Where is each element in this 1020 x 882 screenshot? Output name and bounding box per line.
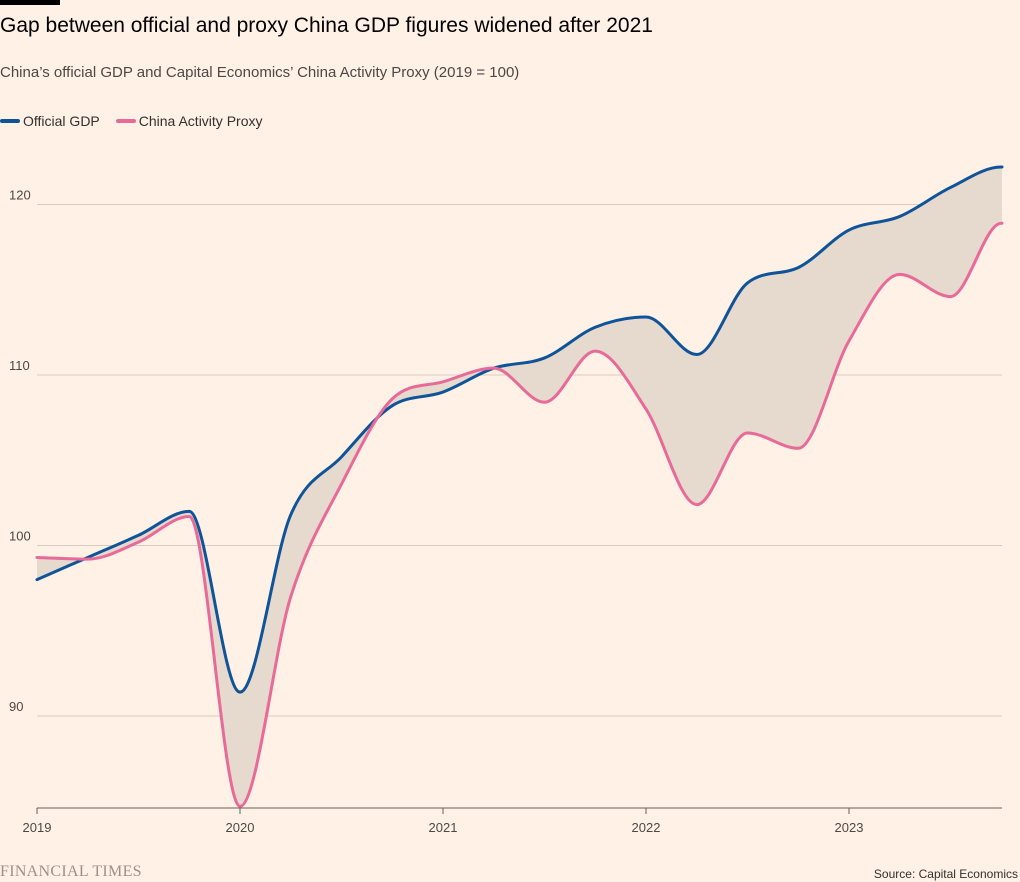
- data-point-china-activity-proxy-0: [36, 556, 39, 559]
- x-tick-label-2022: 2022: [632, 820, 661, 835]
- data-point-official-gdp-14: [746, 281, 749, 284]
- gap-area-layer: [37, 166, 1002, 807]
- data-point-china-activity-proxy-14: [746, 431, 749, 434]
- data-point-official-gdp-5: [289, 513, 292, 516]
- series-lines: [35, 165, 1004, 808]
- data-point-official-gdp-2: [137, 534, 140, 537]
- data-point-official-gdp-8: [442, 391, 445, 394]
- data-point-official-gdp-12: [645, 316, 648, 319]
- gap-area: [37, 166, 1002, 807]
- legend-label-china-activity-proxy: China Activity Proxy: [138, 113, 263, 129]
- data-point-official-gdp-20: [1001, 165, 1004, 168]
- data-point-china-activity-proxy-9: [492, 367, 495, 370]
- y-tick-label-120: 120: [9, 188, 31, 203]
- x-tick-label-2023: 2023: [835, 820, 864, 835]
- data-point-china-activity-proxy-7: [391, 397, 394, 400]
- data-point-official-gdp-18: [949, 186, 952, 189]
- data-point-official-gdp-17: [898, 215, 901, 218]
- legend-swatch-official-gdp: [0, 119, 20, 123]
- data-point-china-activity-proxy-17: [898, 273, 901, 276]
- data-point-china-activity-proxy-18: [949, 295, 952, 298]
- series-line-official-gdp: [35, 165, 1004, 694]
- y-axis-labels: 90 100 110 120: [9, 188, 31, 715]
- data-point-china-activity-proxy-11: [594, 350, 597, 353]
- legend-item-official-gdp: Official GDP: [0, 113, 100, 129]
- data-point-china-activity-proxy-12: [645, 408, 648, 411]
- data-point-official-gdp-3: [188, 510, 191, 513]
- chart-title: Gap between official and proxy China GDP…: [0, 14, 653, 37]
- source-note: Source: Capital Economics: [873, 867, 1018, 881]
- data-point-official-gdp-10: [543, 356, 546, 359]
- data-point-official-gdp-13: [695, 353, 698, 356]
- data-point-official-gdp-11: [594, 326, 597, 329]
- data-point-official-gdp-7: [391, 404, 394, 407]
- data-point-official-gdp-4: [239, 691, 242, 694]
- data-point-china-activity-proxy-2: [137, 541, 140, 544]
- data-point-china-activity-proxy-5: [289, 595, 292, 598]
- series-line-china-activity-proxy: [35, 221, 1004, 808]
- y-tick-label-110: 110: [9, 358, 30, 373]
- chart-legend: Official GDP China Activity Proxy: [0, 113, 278, 129]
- data-point-china-activity-proxy-10: [543, 401, 546, 404]
- data-point-china-activity-proxy-20: [1001, 222, 1004, 225]
- data-point-china-activity-proxy-4: [239, 805, 242, 808]
- x-tick-label-2020: 2020: [226, 820, 255, 835]
- data-point-official-gdp-16: [848, 229, 851, 232]
- x-axis: 2019 2020 2021 2022 2023: [23, 807, 1002, 835]
- data-point-official-gdp-6: [340, 455, 343, 458]
- brand-accent-bar: [0, 0, 60, 5]
- y-tick-label-100: 100: [9, 529, 31, 544]
- data-point-china-activity-proxy-8: [442, 380, 445, 383]
- data-point-china-activity-proxy-13: [695, 503, 698, 506]
- x-tick-label-2019: 2019: [23, 820, 52, 835]
- chart-subtitle: China’s official GDP and Capital Economi…: [0, 64, 520, 81]
- data-point-official-gdp-0: [36, 578, 39, 581]
- legend-item-china-activity-proxy: China Activity Proxy: [115, 113, 263, 129]
- data-point-china-activity-proxy-6: [340, 483, 343, 486]
- x-tick-label-2021: 2021: [429, 820, 458, 835]
- data-point-official-gdp-15: [797, 266, 800, 269]
- legend-swatch-china-activity-proxy: [115, 119, 136, 123]
- y-tick-label-90: 90: [9, 699, 23, 714]
- data-point-china-activity-proxy-15: [797, 447, 800, 450]
- data-point-china-activity-proxy-3: [188, 515, 191, 518]
- data-point-china-activity-proxy-16: [848, 339, 851, 342]
- data-point-china-activity-proxy-1: [86, 558, 89, 561]
- legend-label-official-gdp: Official GDP: [23, 113, 100, 129]
- ft-logo-text: FINANCIAL TIMES: [0, 863, 142, 880]
